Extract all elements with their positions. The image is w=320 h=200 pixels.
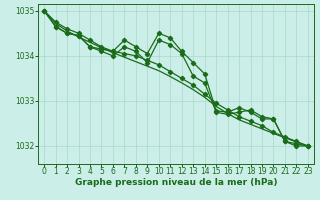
X-axis label: Graphe pression niveau de la mer (hPa): Graphe pression niveau de la mer (hPa) [75,178,277,187]
